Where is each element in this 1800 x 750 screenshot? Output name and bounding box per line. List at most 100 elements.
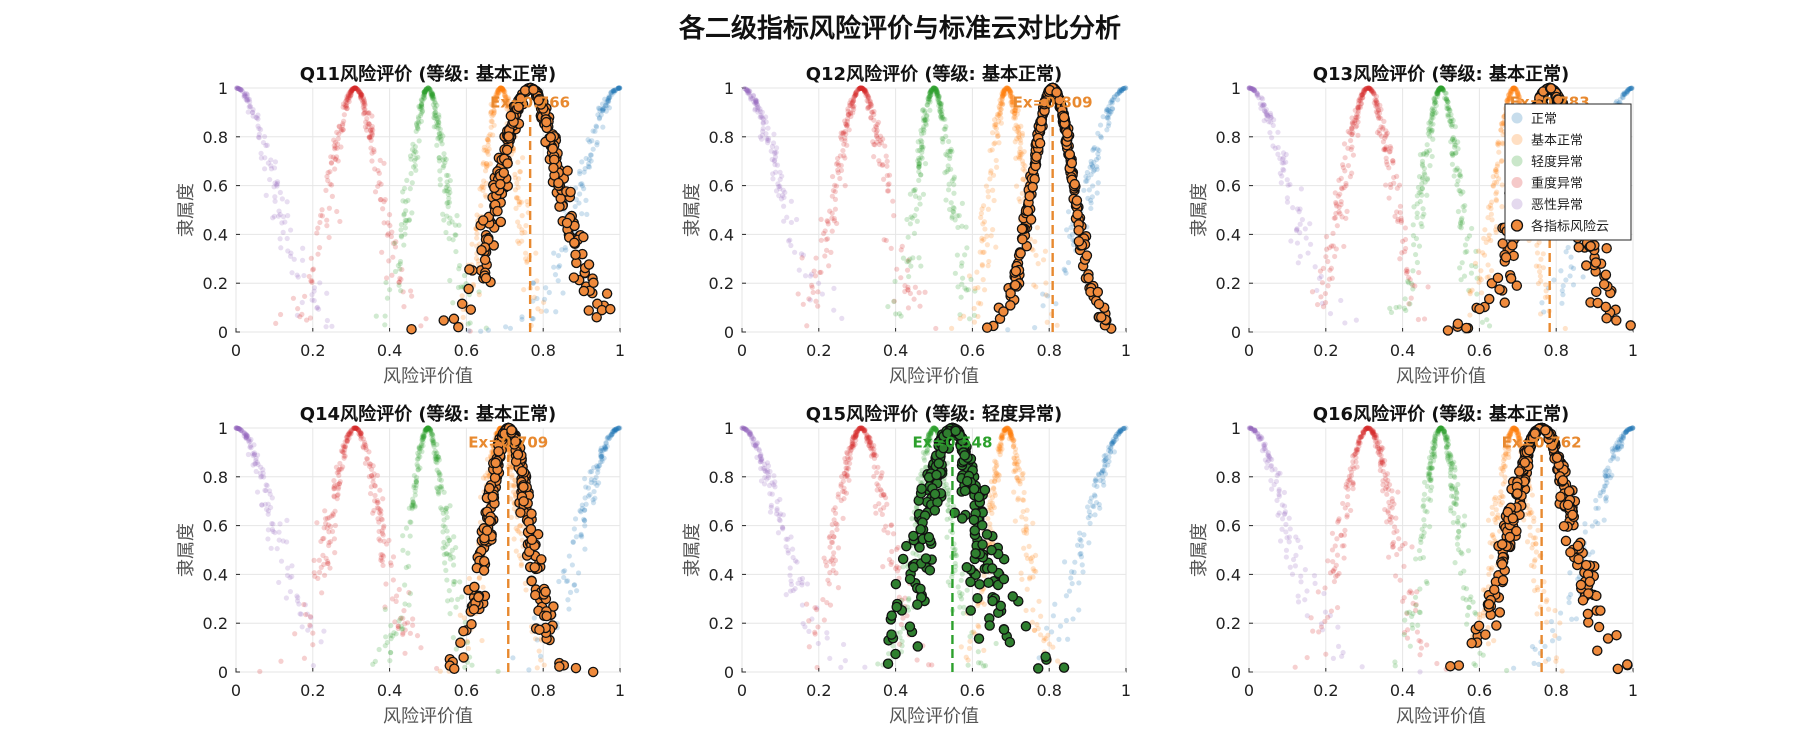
cloud-drop <box>992 140 998 146</box>
cloud-drop <box>419 109 425 115</box>
cloud-drop <box>350 86 356 92</box>
cloud-drop <box>1341 243 1347 250</box>
cloud-drop <box>516 202 522 208</box>
cloud-drop <box>1095 130 1101 136</box>
cloud-drop <box>364 456 371 462</box>
cloud-drop <box>400 547 406 553</box>
cloud-drop <box>441 517 447 523</box>
cloud-drop <box>382 322 388 328</box>
cloud-drop <box>244 97 250 103</box>
x-tick-label: 0 <box>231 681 241 700</box>
cloud-drop <box>1407 301 1413 307</box>
legend-marker <box>1511 177 1523 188</box>
cloud-drop <box>272 180 278 186</box>
cloud-drop <box>434 467 440 473</box>
cloud-drop <box>270 215 276 221</box>
cloud-drop <box>270 521 276 527</box>
cloud-drop <box>250 453 256 459</box>
cloud-drop <box>505 100 511 106</box>
cloud-drop <box>347 93 353 99</box>
cloud-drop <box>898 275 904 281</box>
cloud-drop <box>535 306 541 312</box>
cloud-drop <box>347 89 353 95</box>
cloud-drop <box>340 104 346 110</box>
cloud-drop <box>988 168 994 174</box>
cloud-drop <box>326 529 332 535</box>
cloud-drop <box>587 152 594 158</box>
cloud-drop <box>514 180 520 186</box>
cloud-drop <box>481 144 487 150</box>
cloud-drop <box>430 94 436 100</box>
risk-drop <box>1064 149 1075 160</box>
cloud-drop <box>242 91 248 97</box>
cloud-drop <box>933 87 939 93</box>
cloud-drop <box>370 127 376 133</box>
cloud-drop <box>606 95 612 101</box>
cloud-drop <box>1496 176 1502 182</box>
cloud-drop <box>496 90 502 96</box>
subplot-title: Q13风险评价 (等级: 基本正常) <box>1313 63 1570 85</box>
cloud-drop <box>885 303 891 310</box>
cloud-drop <box>825 221 831 227</box>
cloud-drop <box>985 194 991 200</box>
cloud-drop <box>987 147 993 154</box>
cloud-drop <box>1387 148 1393 154</box>
risk-drop <box>591 312 602 323</box>
cloud-drop <box>524 258 530 264</box>
cloud-drop <box>560 568 566 575</box>
cloud-drop <box>1022 163 1028 169</box>
cloud-drop <box>1264 112 1271 118</box>
cloud-drop <box>1319 280 1326 286</box>
cloud-drop <box>332 139 339 146</box>
cloud-drop <box>596 105 602 111</box>
cloud-drop <box>421 89 427 95</box>
cloud-drop <box>444 528 450 534</box>
cloud-drop <box>921 127 927 133</box>
cloud-drop <box>487 161 493 167</box>
cloud-drop <box>509 474 515 480</box>
cloud-drop <box>264 142 270 148</box>
x-tick-label: 0.6 <box>1467 341 1492 360</box>
cloud-drop <box>234 85 240 91</box>
cloud-drop <box>341 455 347 461</box>
cloud-drop <box>949 215 955 221</box>
cloud-drop <box>271 184 277 190</box>
cloud-drop <box>412 492 418 498</box>
cloud-drop <box>1563 277 1569 283</box>
cloud-drop <box>331 478 337 484</box>
cloud-drop <box>336 131 342 137</box>
cloud-drop <box>276 208 282 214</box>
cloud-drop <box>555 264 562 270</box>
cloud-drop <box>423 87 429 93</box>
cloud-drop <box>534 637 540 643</box>
cloud-drop <box>502 93 508 99</box>
cloud-drop <box>531 294 537 301</box>
cloud-drop <box>253 468 259 475</box>
cloud-drop <box>492 97 498 103</box>
cloud-drop <box>346 93 352 99</box>
cloud-drop <box>480 160 487 166</box>
cloud-drop <box>406 563 412 569</box>
cloud-drop <box>457 262 463 269</box>
cloud-drop <box>273 320 279 327</box>
cloud-drop <box>337 466 343 472</box>
cloud-drop <box>332 156 338 162</box>
cloud-drop <box>1462 242 1469 248</box>
x-tick-label: 1 <box>1628 341 1638 360</box>
cloud-drop <box>518 199 525 205</box>
cloud-drop <box>358 94 364 100</box>
cloud-drop <box>524 259 530 265</box>
cloud-drop <box>1322 290 1328 297</box>
cloud-drop <box>402 582 408 588</box>
cloud-drop <box>840 147 846 154</box>
cloud-drop <box>257 127 264 133</box>
cloud-drop <box>788 198 794 204</box>
cloud-drop <box>437 176 443 182</box>
cloud-drop <box>345 97 351 103</box>
cloud-drop <box>541 296 548 302</box>
cloud-drop <box>519 238 525 244</box>
x-tick-label: 0 <box>737 341 747 360</box>
cloud-drop <box>1414 193 1420 199</box>
cloud-drop <box>1402 245 1409 252</box>
cloud-drop <box>368 130 374 136</box>
